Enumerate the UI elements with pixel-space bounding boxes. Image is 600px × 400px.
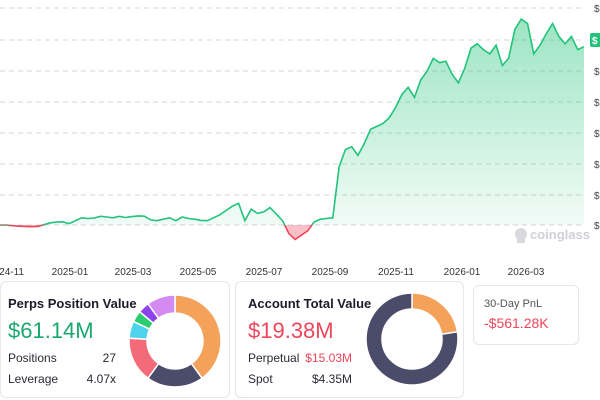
spot-value: $4.35M bbox=[311, 372, 352, 386]
perps-value: $61.14M bbox=[8, 318, 94, 343]
leverage-value: 4.07x bbox=[86, 372, 116, 386]
donut-slice bbox=[146, 294, 176, 320]
donut-slice bbox=[174, 294, 222, 380]
positions-value: 27 bbox=[102, 351, 116, 365]
x-tick-label: 2026-01 bbox=[444, 267, 481, 278]
x-tick-label: 2025-03 bbox=[115, 267, 152, 278]
x-tick-label: 2024-11 bbox=[0, 267, 24, 278]
current-value-badge: $ bbox=[590, 33, 600, 47]
area-fill-positive bbox=[0, 19, 584, 225]
x-tick-label: 2025-01 bbox=[52, 267, 89, 278]
account-value: $19.38M bbox=[248, 318, 334, 343]
svg-text:$: $ bbox=[592, 36, 598, 47]
account-card-title: Account Total Value bbox=[248, 296, 372, 311]
x-tick-label: 2025-05 bbox=[180, 267, 217, 278]
x-tick-label: 2025-07 bbox=[246, 267, 283, 278]
y-tick-label: $ bbox=[594, 129, 600, 140]
coinglass-watermark: coinglass bbox=[515, 227, 590, 243]
x-tick-label: 2025-11 bbox=[378, 267, 414, 278]
perpetual-value: $15.03M bbox=[305, 351, 352, 365]
perpetual-label: Perpetual bbox=[248, 351, 300, 365]
series-line-negative bbox=[0, 225, 313, 241]
account-donut-chart bbox=[365, 292, 459, 386]
area-fill-negative bbox=[0, 225, 584, 240]
pnl-card-title: 30-Day PnL bbox=[484, 298, 543, 310]
perps-donut-chart bbox=[128, 294, 222, 388]
positions-label: Positions bbox=[8, 351, 57, 365]
svg-text:coinglass: coinglass bbox=[530, 227, 590, 242]
y-tick-label: $ bbox=[594, 4, 600, 15]
donut-slice bbox=[411, 292, 459, 336]
perps-position-card: Perps Position Value $61.14M Positions 2… bbox=[0, 281, 230, 398]
portfolio-chart: $ $ $ $ $ $ $ $ coinglass 2024-11 2025-01 2025-03 20… bbox=[0, 4, 600, 278]
donut-slice bbox=[365, 292, 459, 386]
y-tick-label: $ bbox=[594, 98, 600, 109]
spot-label: Spot bbox=[248, 372, 273, 386]
y-tick-label: $ bbox=[594, 191, 600, 202]
pnl-value: -$561.28K bbox=[484, 315, 549, 331]
leverage-label: Leverage bbox=[8, 372, 59, 386]
x-tick-label: 2026-03 bbox=[508, 267, 545, 278]
pnl-card: 30-Day PnL -$561.28K bbox=[473, 285, 579, 345]
y-tick-label: $ bbox=[594, 221, 600, 232]
x-tick-label: 2025-09 bbox=[312, 267, 349, 278]
series-line-positive bbox=[0, 17, 585, 225]
area-chart: $ $ $ $ $ $ $ $ coinglass 2024-11 2025-01 2025-03 20… bbox=[0, 4, 600, 278]
perps-card-title: Perps Position Value bbox=[8, 296, 137, 311]
y-tick-label: $ bbox=[594, 160, 600, 171]
account-total-card: Account Total Value $19.38M Perpetual $1… bbox=[235, 281, 464, 398]
y-tick-label: $ bbox=[594, 67, 600, 78]
